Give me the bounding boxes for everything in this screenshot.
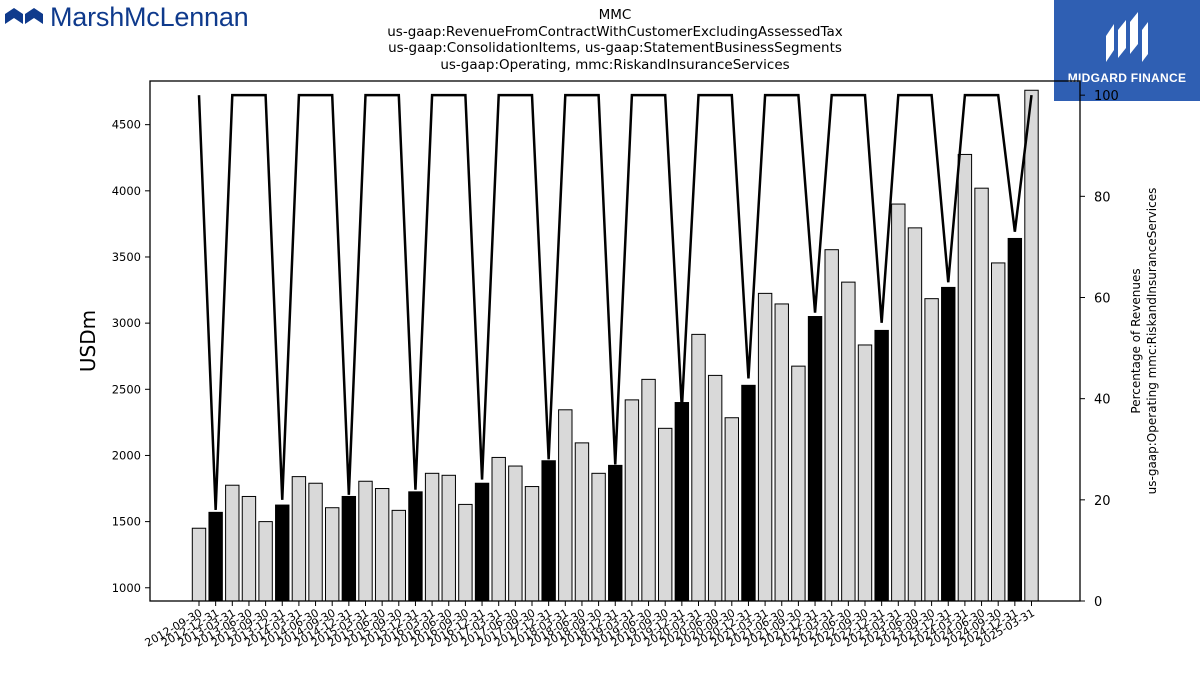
percentage-line	[197, 93, 1033, 511]
bar-2022-06-30	[841, 281, 856, 602]
bar-2018-12-31	[608, 464, 623, 602]
y2-axis-label-line-2: us-gaap:Operating mmc:RiskandInsuranceSe…	[1145, 188, 1159, 495]
bar-2019-12-31	[674, 402, 690, 602]
bar-2016-12-31	[474, 482, 490, 602]
y-axis-label: USDm	[76, 310, 100, 372]
bar-2023-09-30	[924, 298, 939, 602]
bar-2020-12-31	[741, 384, 756, 602]
bar-series	[191, 89, 1039, 602]
bar-2020-06-30	[707, 374, 723, 602]
bar-2023-06-30	[907, 227, 923, 602]
bar-2014-09-30	[325, 507, 340, 602]
y-tick-label: 4000	[112, 184, 141, 198]
y-tick-label: 2000	[112, 448, 141, 462]
marsh-mclennan-wordmark: MarshMcLennan	[50, 2, 249, 32]
midgard-finance-logo: MIDGARD FINANCE	[1054, 0, 1200, 101]
bar-2024-09-30	[991, 262, 1006, 602]
bar-2017-09-30	[524, 486, 540, 602]
bar-2022-12-31	[874, 329, 889, 602]
bar-2019-06-30	[641, 378, 656, 602]
bar-2021-03-31	[757, 292, 773, 602]
chart-title: MMC us-gaap:RevenueFromContractWithCusto…	[315, 7, 915, 73]
title-line-4: us-gaap:Operating, mmc:RiskandInsuranceS…	[440, 56, 790, 73]
bar-2020-09-30	[724, 417, 739, 602]
bar-2024-06-30	[974, 187, 989, 602]
bar-2024-12-31	[1007, 237, 1023, 602]
bar-2021-12-31	[807, 316, 823, 602]
bar-2015-09-30	[391, 509, 407, 602]
bar-2016-06-30	[441, 474, 456, 602]
y-tick-label: 1000	[112, 581, 141, 595]
bar-2012-09-30	[191, 527, 207, 602]
bar-2022-09-30	[857, 344, 873, 602]
bar-2014-12-31	[341, 495, 357, 602]
bar-2023-03-31	[891, 203, 906, 602]
midgard-emblem-icon	[1106, 12, 1148, 62]
bar-2024-03-31	[957, 153, 973, 602]
y-axis-right: 0 20 40 60 80 100	[1080, 89, 1119, 610]
y2-tick-label: 100	[1094, 89, 1119, 104]
bar-2012-12-31	[208, 511, 223, 602]
bar-2017-06-30	[508, 465, 523, 602]
y2-axis-label-line-1: Percentage of Revenues	[1129, 268, 1143, 413]
bar-2016-09-30	[458, 503, 473, 602]
y-tick-label: 2500	[112, 382, 141, 396]
bar-2017-03-31	[491, 456, 506, 602]
bar-2015-12-31	[408, 491, 423, 602]
bar-2014-03-31	[291, 476, 307, 602]
bar-2019-09-30	[658, 427, 673, 602]
bar-2025-03-31	[1024, 89, 1039, 602]
y-axis-left: 1000 1500 2000 2500 3000 3500 4000 4500	[112, 118, 150, 595]
bar-2015-03-31	[358, 480, 373, 602]
bar-2013-03-31	[225, 484, 240, 602]
title-line-3: us-gaap:ConsolidationItems, us-gaap:Stat…	[388, 40, 842, 56]
bar-2022-03-31	[824, 249, 839, 602]
bar-2019-03-31	[624, 399, 640, 602]
bar-2018-06-30	[574, 442, 590, 602]
y2-tick-label: 0	[1094, 595, 1102, 610]
title-line-2: us-gaap:RevenueFromContractWithCustomerE…	[387, 23, 843, 40]
bar-2013-06-30	[241, 495, 257, 602]
y2-tick-label: 60	[1094, 291, 1111, 306]
bar-2020-03-31	[691, 333, 706, 602]
y2-tick-label: 40	[1094, 393, 1111, 408]
bar-2021-06-30	[774, 303, 789, 602]
y-tick-label: 3500	[112, 250, 141, 264]
y-tick-label: 4500	[112, 118, 141, 132]
bar-2021-09-30	[791, 365, 806, 602]
bar-2013-12-31	[275, 504, 290, 602]
y-tick-label: 3000	[112, 316, 141, 330]
bar-2017-12-31	[541, 460, 556, 602]
marsh-mclennan-emblem-icon	[5, 7, 43, 24]
title-line-1: MMC	[598, 7, 632, 23]
marsh-mclennan-logo: MarshMcLennan	[4, 2, 249, 33]
bar-2015-06-30	[374, 488, 390, 602]
y2-tick-label: 20	[1094, 494, 1111, 509]
y-tick-label: 1500	[112, 515, 141, 529]
bar-2023-12-31	[941, 286, 956, 602]
bar-2018-09-30	[591, 472, 606, 602]
bar-2013-09-30	[258, 521, 273, 602]
y2-tick-label: 80	[1094, 190, 1111, 205]
bar-2016-03-31	[424, 472, 440, 602]
bar-2014-06-30	[308, 482, 323, 602]
bar-2018-03-31	[558, 409, 573, 602]
x-axis: 2012-09-302012-12-312013-03-312013-06-30…	[143, 601, 1037, 650]
midgard-finance-text: MIDGARD FINANCE	[1067, 71, 1187, 85]
